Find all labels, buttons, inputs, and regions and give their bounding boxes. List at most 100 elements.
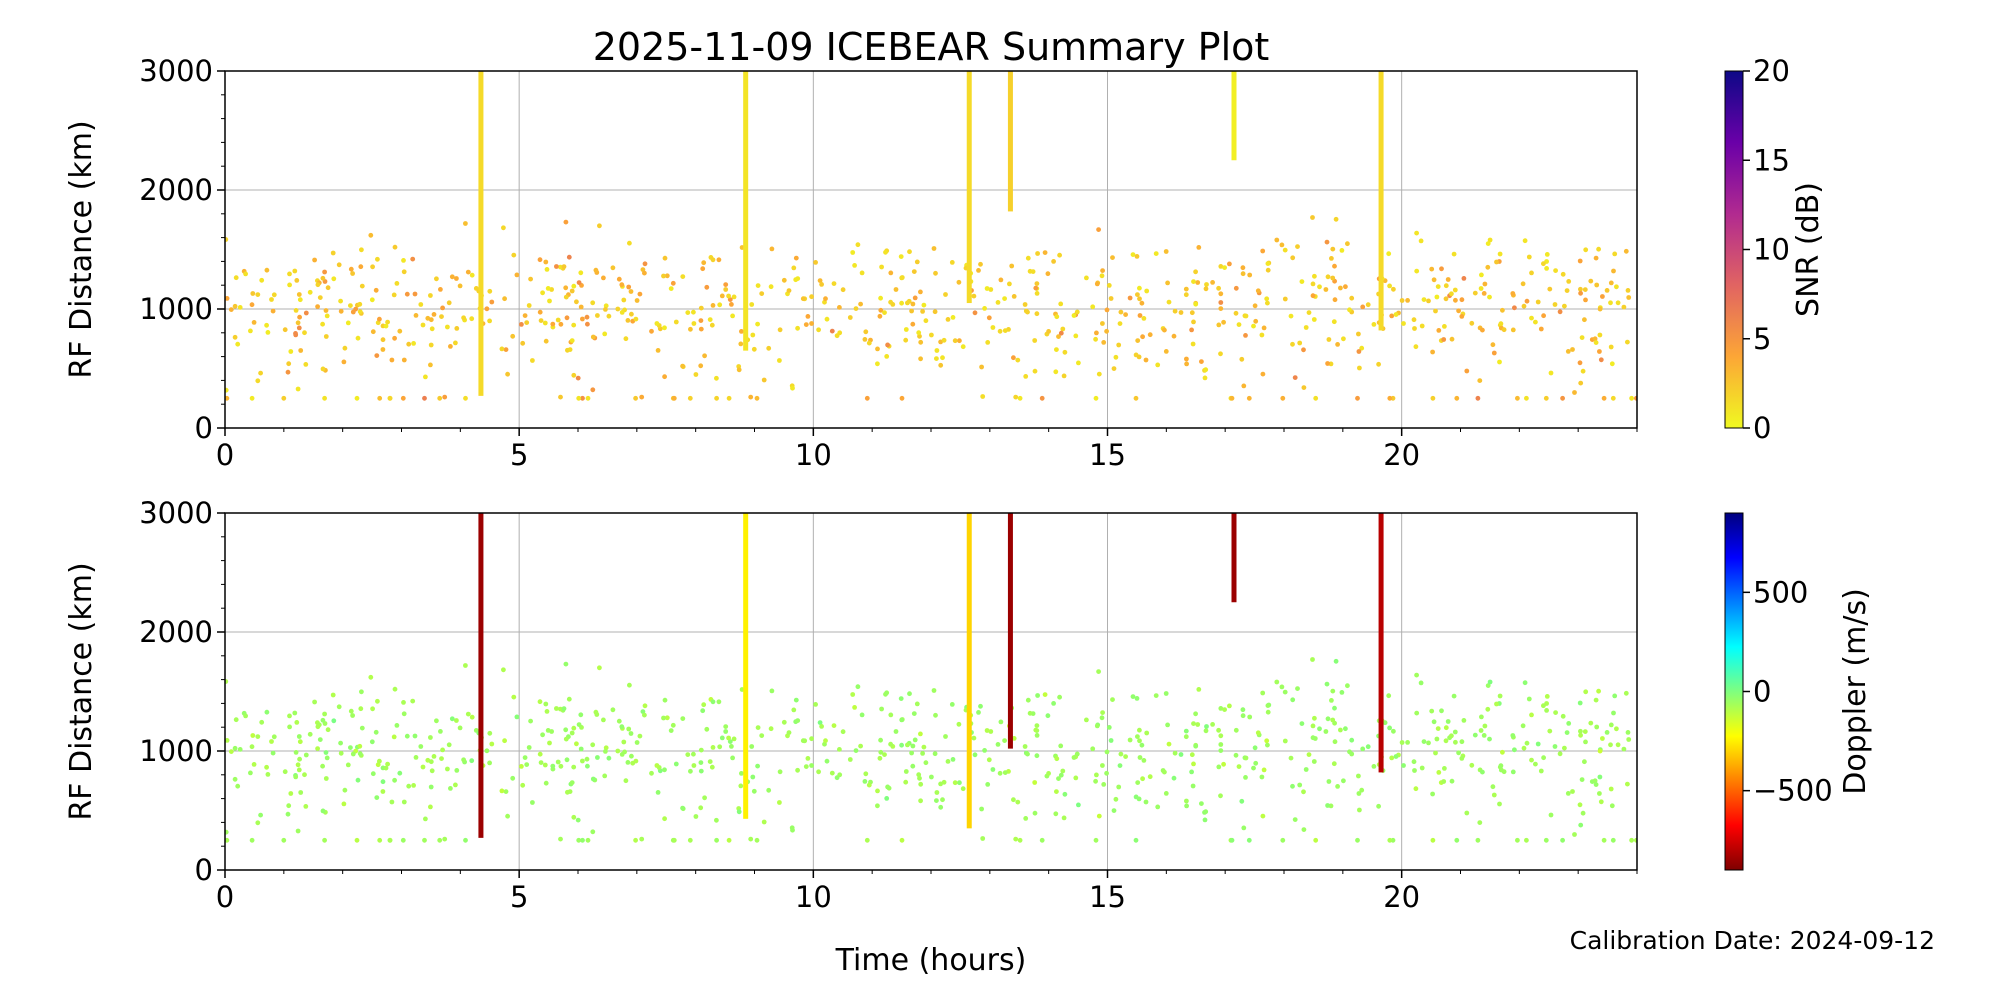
scatter-point [270, 750, 276, 756]
scatter-point [1553, 710, 1558, 715]
scatter-point [673, 761, 679, 767]
scatter-point [1117, 321, 1123, 326]
scatter-point [519, 764, 524, 769]
scatter-point [1578, 732, 1583, 738]
scatter-point [585, 395, 591, 401]
scatter-point [428, 293, 433, 298]
scatter-point [917, 333, 922, 339]
scatter-point [1477, 378, 1483, 383]
scatter-point [627, 682, 632, 688]
scatter-point [320, 808, 326, 814]
scatter-point [1163, 691, 1169, 696]
scatter-point [1035, 251, 1040, 256]
echo-streak [1231, 71, 1237, 161]
scatter-point [457, 725, 463, 731]
echo-streak [1378, 71, 1384, 331]
scatter-point [625, 318, 631, 323]
scatter-point [1062, 349, 1068, 355]
scatter-point [295, 828, 301, 834]
scatter-point [729, 302, 734, 307]
scatter-point [593, 267, 599, 273]
scatter-point [1498, 321, 1504, 327]
scatter-point [1526, 254, 1532, 260]
colorbar-tick-label: 20 [1753, 54, 1790, 88]
x-tick-label: 10 [795, 880, 832, 914]
scatter-point [912, 737, 918, 743]
scatter-point [484, 748, 490, 754]
scatter-point [1183, 286, 1189, 292]
scatter-point [555, 759, 561, 765]
scatter-point [809, 321, 814, 326]
scatter-point [1522, 238, 1528, 244]
scatter-point [1401, 321, 1406, 326]
scatter-point [1053, 811, 1059, 817]
scatter-point [1104, 328, 1109, 334]
scatter-point [1452, 287, 1458, 293]
scatter-point [619, 282, 625, 288]
scatter-point [348, 708, 354, 714]
scatter-point [1614, 726, 1619, 732]
scatter-point [781, 277, 787, 283]
scatter-point [1034, 311, 1040, 317]
scatter-point [990, 325, 996, 330]
scatter-point [1521, 745, 1527, 751]
scatter-point [1310, 281, 1316, 287]
scatter-point [243, 713, 249, 719]
scatter-point [1491, 350, 1497, 356]
scatter-point [404, 291, 410, 297]
scatter-point [719, 735, 725, 741]
scatter-point [404, 733, 410, 739]
scatter-point [385, 319, 390, 325]
scatter-point [1326, 337, 1332, 342]
scatter-point [392, 244, 398, 250]
scatter-point [1144, 730, 1150, 736]
scatter-point [336, 704, 342, 710]
scatter-point [295, 320, 301, 326]
scatter-point [1280, 395, 1286, 401]
scatter-point [270, 308, 276, 314]
scatter-point [392, 335, 397, 341]
scatter-point [642, 703, 648, 709]
scatter-point [1583, 247, 1589, 253]
scatter-point [528, 718, 533, 724]
scatter-point [1221, 319, 1226, 325]
scatter-point [1608, 786, 1614, 792]
scatter-point [971, 293, 977, 299]
scatter-point [1279, 242, 1285, 248]
scatter-point [1027, 710, 1033, 716]
scatter-point [237, 747, 243, 752]
scatter-point [558, 706, 563, 712]
scatter-point [1310, 215, 1315, 220]
scatter-point [228, 749, 234, 754]
scatter-point [503, 347, 509, 352]
scatter-point [1033, 727, 1039, 733]
colorbar-tick-label: 0 [1753, 411, 1771, 445]
scatter-point [510, 775, 516, 781]
scatter-point [1333, 658, 1339, 664]
scatter-point [558, 836, 563, 842]
scatter-point [790, 385, 795, 391]
scatter-point [235, 341, 241, 347]
scatter-point [786, 288, 792, 293]
scatter-point [569, 780, 575, 785]
scatter-point [285, 811, 291, 817]
scatter-point [569, 338, 575, 343]
scatter-point [1582, 287, 1588, 292]
scatter-point [1203, 728, 1209, 734]
scatter-point [911, 711, 917, 716]
scatter-point [1583, 689, 1589, 695]
scatter-point [1057, 694, 1062, 700]
scatter-point [1430, 395, 1436, 401]
scatter-point [1582, 759, 1587, 765]
scatter-point [1443, 738, 1449, 744]
scatter-point [998, 277, 1004, 283]
scatter-point [726, 837, 732, 843]
scatter-point [269, 297, 274, 302]
scatter-point [1274, 237, 1280, 243]
scatter-point [359, 247, 364, 253]
scatter-point [1034, 753, 1040, 759]
scatter-point [401, 700, 406, 705]
scatter-point [795, 276, 801, 281]
scatter-point [903, 769, 909, 774]
scatter-point [1135, 734, 1140, 739]
